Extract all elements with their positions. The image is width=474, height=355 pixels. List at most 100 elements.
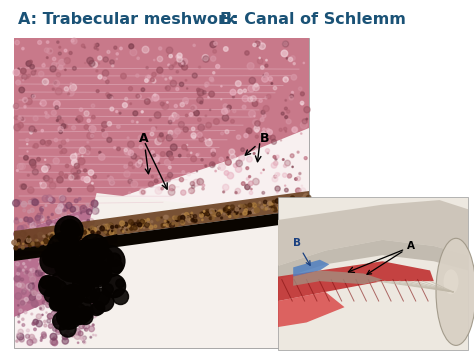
Circle shape [38,71,44,77]
Circle shape [55,223,56,224]
Circle shape [108,223,113,228]
Circle shape [252,209,255,213]
Circle shape [247,131,250,133]
Circle shape [275,199,280,203]
Circle shape [23,243,24,245]
Circle shape [59,196,64,201]
Circle shape [67,310,71,313]
Circle shape [254,211,256,213]
Circle shape [181,215,185,220]
Circle shape [221,99,222,100]
Circle shape [185,215,191,220]
Circle shape [128,220,133,224]
Circle shape [78,153,80,155]
Circle shape [61,287,64,290]
Circle shape [79,230,81,232]
Circle shape [47,140,51,144]
Circle shape [154,59,155,61]
Circle shape [128,150,134,155]
Circle shape [283,164,287,168]
Circle shape [234,208,235,210]
Circle shape [187,173,191,176]
Circle shape [19,283,25,288]
Circle shape [121,229,123,231]
Circle shape [249,77,255,84]
Circle shape [38,265,45,272]
Circle shape [51,232,55,236]
Circle shape [42,300,46,305]
Circle shape [289,58,291,59]
Circle shape [202,55,209,61]
Circle shape [23,240,27,243]
Circle shape [24,217,28,222]
Circle shape [275,186,280,191]
Circle shape [26,240,30,244]
Circle shape [98,75,102,79]
Circle shape [269,202,272,205]
Circle shape [166,151,173,157]
Circle shape [70,290,74,294]
Circle shape [308,197,310,199]
Circle shape [168,55,169,56]
Circle shape [178,216,182,220]
Circle shape [145,222,149,228]
Circle shape [16,275,21,281]
Circle shape [45,111,47,114]
Ellipse shape [436,238,474,345]
Circle shape [21,246,26,252]
Circle shape [140,158,143,161]
Circle shape [109,180,115,185]
Circle shape [34,143,38,148]
Circle shape [39,305,45,310]
Circle shape [169,185,175,191]
Circle shape [146,167,150,171]
Circle shape [44,239,45,241]
Circle shape [203,138,206,141]
Circle shape [46,48,53,54]
Circle shape [142,46,149,53]
Circle shape [246,206,247,208]
Circle shape [82,277,83,279]
Circle shape [91,104,95,108]
Circle shape [46,304,50,307]
Circle shape [182,171,185,173]
Circle shape [83,268,84,269]
Circle shape [90,229,91,230]
Circle shape [191,127,195,131]
Circle shape [95,248,97,250]
Circle shape [291,75,297,80]
Circle shape [32,301,38,307]
Circle shape [172,222,174,225]
Circle shape [173,216,176,219]
Circle shape [59,59,65,66]
Circle shape [72,230,73,231]
Circle shape [37,245,40,247]
Circle shape [90,226,94,230]
Circle shape [42,219,44,220]
Circle shape [14,242,18,246]
Circle shape [138,95,141,98]
Circle shape [96,90,99,93]
Circle shape [244,133,248,138]
Circle shape [61,140,66,144]
Circle shape [30,276,36,282]
Circle shape [96,70,98,72]
Circle shape [181,218,185,222]
Circle shape [53,250,73,270]
Circle shape [194,219,197,222]
Circle shape [85,306,90,311]
Circle shape [174,104,177,108]
Circle shape [17,268,21,272]
Circle shape [52,200,54,202]
Circle shape [34,235,37,238]
Circle shape [56,234,63,241]
Circle shape [80,206,87,212]
Circle shape [164,159,171,165]
Circle shape [91,134,94,138]
Circle shape [36,220,39,223]
Circle shape [91,232,98,238]
Circle shape [286,119,291,124]
Circle shape [18,315,19,317]
Circle shape [22,48,24,50]
Circle shape [176,88,179,91]
